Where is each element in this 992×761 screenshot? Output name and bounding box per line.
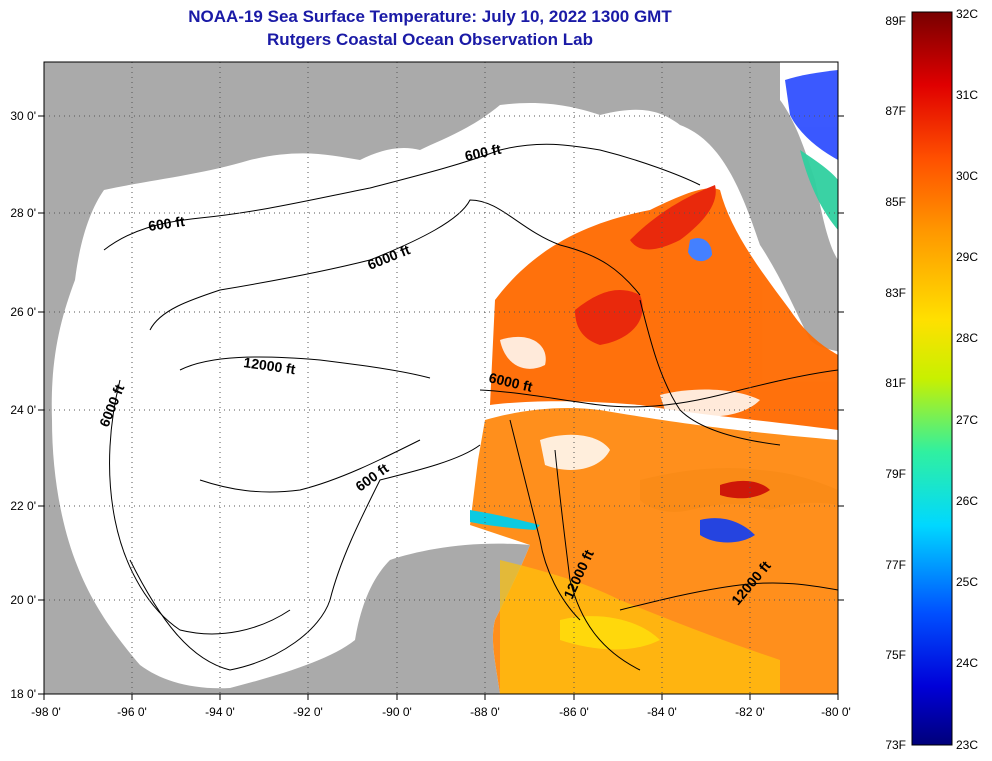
colorbar-fahrenheit-labels: 89F 87F 85F 83F 81F 79F 77F 75F 73F (885, 14, 906, 752)
colorbar-f-label: 81F (885, 376, 906, 390)
lon-label: -84 0' (647, 705, 677, 719)
graticule (44, 62, 838, 694)
lat-label: 28 0' (10, 206, 36, 220)
colorbar-c-label: 29C (956, 250, 978, 264)
colorbar-f-label: 83F (885, 286, 906, 300)
lon-label: -96 0' (117, 705, 147, 719)
lon-label: -90 0' (382, 705, 412, 719)
lat-label: 30 0' (10, 109, 36, 123)
axis-ticks (38, 115, 844, 700)
contour-6000ft (149, 199, 641, 331)
colorbar-c-label: 27C (956, 413, 978, 427)
lat-label: 18 0' (10, 687, 36, 701)
lon-label: -80 0' (821, 705, 851, 719)
lon-label: -88 0' (470, 705, 500, 719)
contour-label: 600 ft (463, 141, 502, 164)
colorbar-f-label: 75F (885, 648, 906, 662)
lat-label: 24 0' (10, 403, 36, 417)
lat-label: 26 0' (10, 305, 36, 319)
colorbar-c-label: 30C (956, 169, 978, 183)
colorbar-c-label: 23C (956, 738, 978, 752)
colorbar-c-label: 26C (956, 494, 978, 508)
lon-label: -86 0' (559, 705, 589, 719)
colorbar-celsius-labels: 32C 31C 30C 29C 28C 27C 26C 25C 24C 23C (956, 7, 978, 752)
colorbar-c-label: 32C (956, 7, 978, 21)
plot-area: 600 ft 600 ft 6000 ft 6000 ft 6000 ft 12… (44, 62, 838, 694)
contour-12000ft (179, 356, 431, 493)
lon-label: -94 0' (205, 705, 235, 719)
contour-12000ft-caribbean (619, 582, 838, 611)
contour-label: 12000 ft (243, 354, 297, 377)
colorbar-c-label: 28C (956, 331, 978, 345)
colorbar-f-label: 73F (885, 738, 906, 752)
colorbar-f-label: 87F (885, 104, 906, 118)
colorbar-c-label: 24C (956, 656, 978, 670)
plot-frame (43, 61, 839, 695)
lon-label: -92 0' (293, 705, 323, 719)
latitude-labels: 18 0' 20 0' 22 0' 24 0' 26 0' 28 0' 30 0… (10, 109, 36, 701)
colorbar-f-label: 79F (885, 467, 906, 481)
sst-observations (470, 70, 838, 694)
colorbar-f-label: 89F (885, 14, 906, 28)
longitude-labels: -98 0' -96 0' -94 0' -92 0' -90 0' -88 0… (31, 705, 851, 719)
lat-label: 20 0' (10, 593, 36, 607)
lon-label: -82 0' (735, 705, 765, 719)
map-subtitle: Rutgers Coastal Ocean Observation Lab (267, 30, 593, 49)
lat-label: 22 0' (10, 499, 36, 513)
lon-label: -98 0' (31, 705, 61, 719)
colorbar (911, 11, 953, 746)
contour-6000ft-east (479, 369, 838, 408)
colorbar-f-label: 85F (885, 195, 906, 209)
contour-6000ft-west (109, 379, 291, 635)
contour-600ft (103, 143, 701, 251)
colorbar-c-label: 25C (956, 575, 978, 589)
colorbar-c-label: 31C (956, 88, 978, 102)
map-title: NOAA-19 Sea Surface Temperature: July 10… (188, 7, 672, 26)
bathymetry-contours (103, 143, 838, 671)
contour-12000ft-yucatan (554, 449, 641, 671)
colorbar-f-label: 77F (885, 558, 906, 572)
contour-label: 600 ft (147, 213, 186, 234)
